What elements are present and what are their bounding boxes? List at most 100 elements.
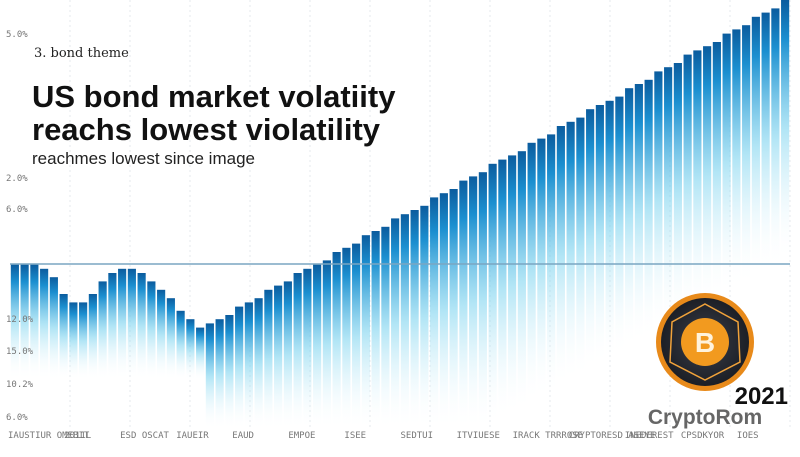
bar (127, 268, 136, 380)
bar (254, 298, 263, 430)
bar (40, 268, 49, 380)
bar (313, 264, 322, 430)
bar (625, 88, 634, 349)
top-label: 5.0% (6, 30, 28, 40)
bar (615, 96, 624, 357)
bar (391, 218, 400, 430)
bar (742, 25, 751, 286)
bar (118, 268, 127, 380)
bar (303, 268, 312, 430)
bar (10, 264, 19, 380)
axis-label: 2.0% (6, 174, 28, 184)
bar (556, 126, 565, 386)
x-label: IAUSTIUR OMEBIT (8, 431, 90, 441)
bar (225, 315, 234, 430)
x-label: EAUD (232, 431, 254, 441)
x-label: EMPOE (288, 431, 315, 441)
bar (469, 176, 478, 430)
bar (634, 84, 643, 344)
bar (595, 105, 604, 365)
badge-brand: CryptoRom (648, 406, 762, 429)
x-label: CPSDKYOR (681, 431, 725, 441)
x-label: ESD OSCAT (120, 431, 169, 441)
bar (703, 46, 712, 307)
bar (586, 109, 595, 370)
coin-facet (669, 303, 741, 381)
bar (352, 243, 361, 430)
axis-labels: 2.0% 6.0% 12.0% 15.0% 10.2% 6.0% (6, 174, 34, 423)
bar (88, 294, 97, 380)
bar (371, 231, 380, 430)
title-line: US bond market volatiity (32, 79, 396, 114)
bar (712, 42, 721, 302)
coin-core (681, 318, 729, 366)
bar (683, 54, 692, 315)
bar (420, 205, 429, 430)
bar (400, 214, 409, 430)
x-label: IOES (737, 431, 759, 441)
bar (488, 163, 497, 424)
bar (215, 319, 224, 430)
kicker: 3. bond theme (34, 46, 129, 61)
bar (283, 281, 292, 430)
bar (264, 289, 273, 430)
bar (751, 16, 760, 277)
coin-symbol: B (695, 327, 715, 358)
bar (196, 327, 205, 380)
subtitle: reachmes lowest since image (32, 149, 255, 168)
bar (459, 180, 468, 430)
axis-label: 6.0% (6, 205, 28, 215)
x-label: SEDTUI (401, 431, 434, 441)
bar (537, 138, 546, 399)
x-label: 2011L (64, 431, 91, 441)
bar (49, 277, 58, 380)
bar (79, 302, 88, 380)
bar (644, 79, 653, 340)
bar (605, 100, 614, 361)
bar (293, 273, 302, 430)
bar (361, 235, 370, 430)
x-label: IRACK TRRROSE (513, 431, 583, 441)
x-label: IAUEIR (176, 431, 209, 441)
bar (654, 71, 663, 332)
bar (664, 67, 673, 328)
bar (205, 323, 214, 430)
bar (108, 273, 117, 380)
bar (322, 260, 331, 430)
bar (98, 281, 107, 380)
bar (381, 226, 390, 430)
bar (517, 151, 526, 412)
bar (449, 189, 458, 430)
axis-label: 12.0% (6, 315, 34, 325)
bar (478, 172, 487, 430)
axis-label: 15.0% (6, 347, 34, 357)
axis-label: 6.0% (6, 413, 28, 423)
bar (439, 193, 448, 430)
bar (244, 302, 253, 430)
bar (673, 63, 682, 323)
bar (166, 298, 175, 380)
bar (498, 159, 507, 420)
bar (761, 12, 770, 273)
bar (274, 285, 283, 430)
bar (576, 117, 585, 378)
x-label: ISEE (344, 431, 366, 441)
bar (147, 281, 156, 380)
badge: B 2021 CryptoRom (648, 293, 788, 429)
bar (186, 319, 195, 380)
bar (332, 252, 341, 430)
bar (410, 210, 419, 430)
x-label: CRYPTORESD ASEYE (569, 431, 656, 441)
bar (59, 294, 68, 380)
title-line: reachs lowest violatility (32, 112, 381, 147)
x-label: INEDEREST (625, 431, 674, 441)
bar (693, 50, 702, 311)
bar (342, 247, 351, 430)
bars (10, 0, 790, 430)
x-label: ITVIUESE (457, 431, 500, 441)
bar (430, 197, 439, 430)
bar (235, 306, 244, 430)
bar (69, 302, 78, 380)
